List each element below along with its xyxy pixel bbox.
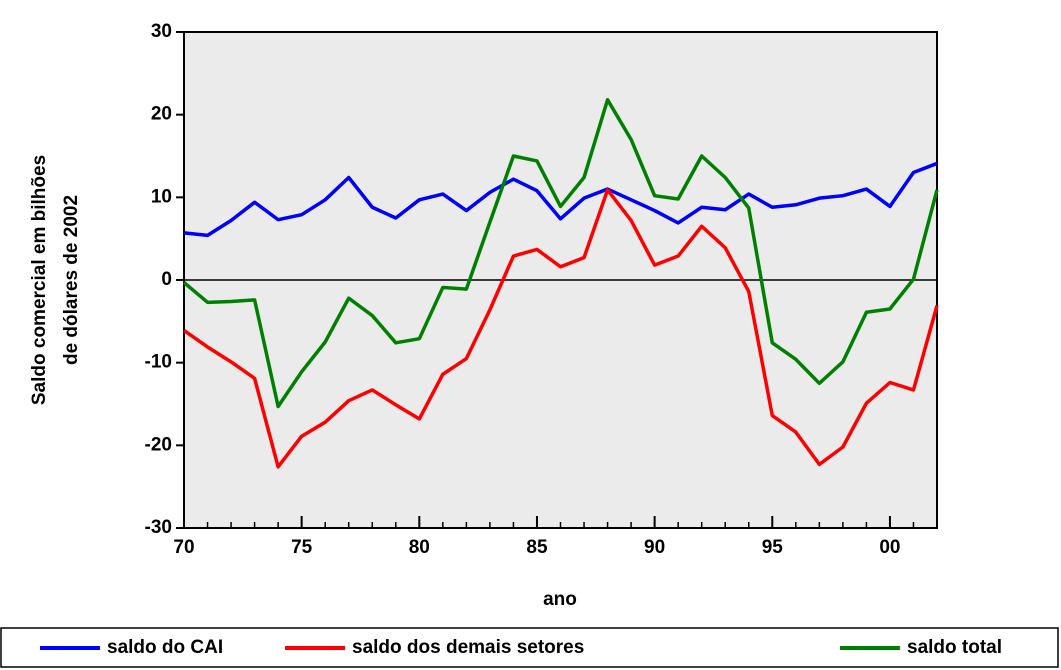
y-tick-label: 0 bbox=[161, 269, 172, 290]
y-axis-title: de dólares de 2002 bbox=[61, 195, 82, 365]
y-axis-title: Saldo comercial em bilhões bbox=[29, 155, 50, 405]
y-tick-label: -10 bbox=[145, 352, 172, 373]
y-tick-label: 30 bbox=[151, 21, 172, 42]
legend-label: saldo total bbox=[907, 637, 1002, 658]
x-tick-label: 90 bbox=[644, 537, 665, 558]
y-tick-label: -30 bbox=[145, 517, 172, 538]
y-tick-label: -20 bbox=[145, 434, 172, 455]
legend-label: saldo dos demais setores bbox=[352, 637, 584, 658]
y-tick-label: 10 bbox=[151, 186, 172, 207]
series-line bbox=[183, 161, 938, 238]
x-tick-label: 80 bbox=[409, 537, 430, 558]
x-tick-label: 75 bbox=[291, 537, 313, 558]
legend-label: saldo do CAI bbox=[107, 637, 223, 658]
x-tick-label: 00 bbox=[879, 537, 900, 558]
series-line bbox=[182, 188, 939, 469]
x-tick-label: 95 bbox=[762, 537, 784, 558]
x-axis-title: ano bbox=[543, 589, 577, 610]
series-line bbox=[182, 98, 939, 409]
x-tick-label: 70 bbox=[173, 537, 194, 558]
y-tick-label: 20 bbox=[151, 104, 172, 125]
x-tick-label: 85 bbox=[526, 537, 548, 558]
